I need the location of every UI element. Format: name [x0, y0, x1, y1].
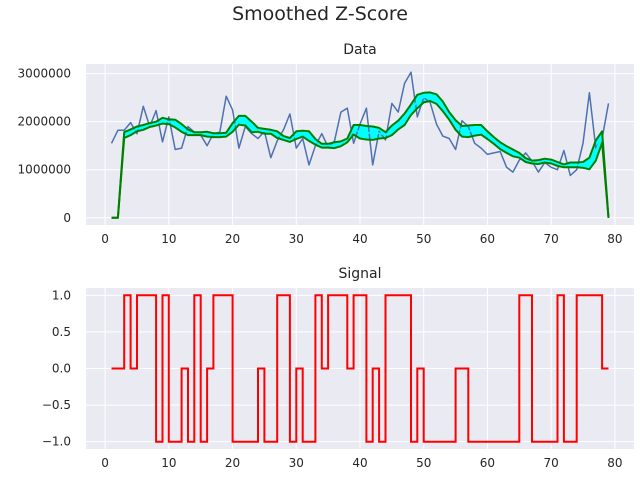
signal-x-tick-label: 10 [161, 456, 176, 470]
signal-y-tick-label: −0.5 [42, 398, 71, 412]
signal-panel: Signal 1.0 0.5 0.0 −0.5 −1.0 0 10 20 30 40 50 60 70… [42, 266, 634, 470]
data-x-tick-label: 70 [544, 232, 559, 246]
signal-x-tick-label: 60 [480, 456, 495, 470]
data-x-tick-label: 0 [101, 232, 109, 246]
signal-x-tick-label: 30 [289, 456, 304, 470]
signal-y-tick-label: 1.0 [52, 288, 71, 302]
data-y-tick-label: 1000000 [18, 163, 71, 177]
signal-y-tick-labels: 1.0 0.5 0.0 −0.5 −1.0 [42, 288, 71, 448]
data-y-tick-label: 0 [63, 211, 71, 225]
signal-y-tick-label: 0.0 [52, 362, 71, 376]
signal-series [111, 294, 609, 443]
data-x-tick-label: 10 [161, 232, 176, 246]
data-x-tick-label: 40 [352, 232, 367, 246]
data-x-tick-labels: 0 10 20 30 40 50 60 70 80 [101, 232, 622, 246]
upper-band-line [111, 91, 610, 219]
data-y-tick-label: 3000000 [18, 67, 71, 81]
signal-x-tick-label: 50 [416, 456, 431, 470]
signal-x-tick-label: 20 [225, 456, 240, 470]
data-x-tick-label: 50 [416, 232, 431, 246]
signal-x-tick-label: 70 [544, 456, 559, 470]
signal-x-tick-labels: 0 10 20 30 40 50 60 70 80 [101, 456, 622, 470]
data-gridlines [86, 64, 634, 225]
signal-x-tick-label: 80 [607, 456, 622, 470]
data-panel-title: Data [343, 42, 376, 58]
lower-band-line [111, 100, 610, 219]
signal-y-tick-label: 0.5 [52, 325, 71, 339]
data-y-tick-label: 2000000 [18, 115, 71, 129]
signal-step-line [111, 294, 609, 443]
data-x-tick-label: 60 [480, 232, 495, 246]
signal-x-tick-label: 0 [101, 456, 109, 470]
figure-title: Smoothed Z-Score [232, 3, 408, 25]
signal-y-tick-label: −1.0 [42, 435, 71, 449]
data-x-tick-label: 20 [225, 232, 240, 246]
data-x-tick-label: 30 [289, 232, 304, 246]
signal-panel-title: Signal [338, 266, 381, 282]
data-panel: Data 0 1000000 2000000 3000000 0 10 20 30 40 50 6… [18, 42, 634, 246]
signal-x-tick-label: 40 [352, 456, 367, 470]
data-x-tick-label: 80 [607, 232, 622, 246]
data-series [110, 71, 610, 219]
data-y-tick-labels: 0 1000000 2000000 3000000 [18, 67, 71, 225]
avg-filter-line [111, 95, 610, 219]
